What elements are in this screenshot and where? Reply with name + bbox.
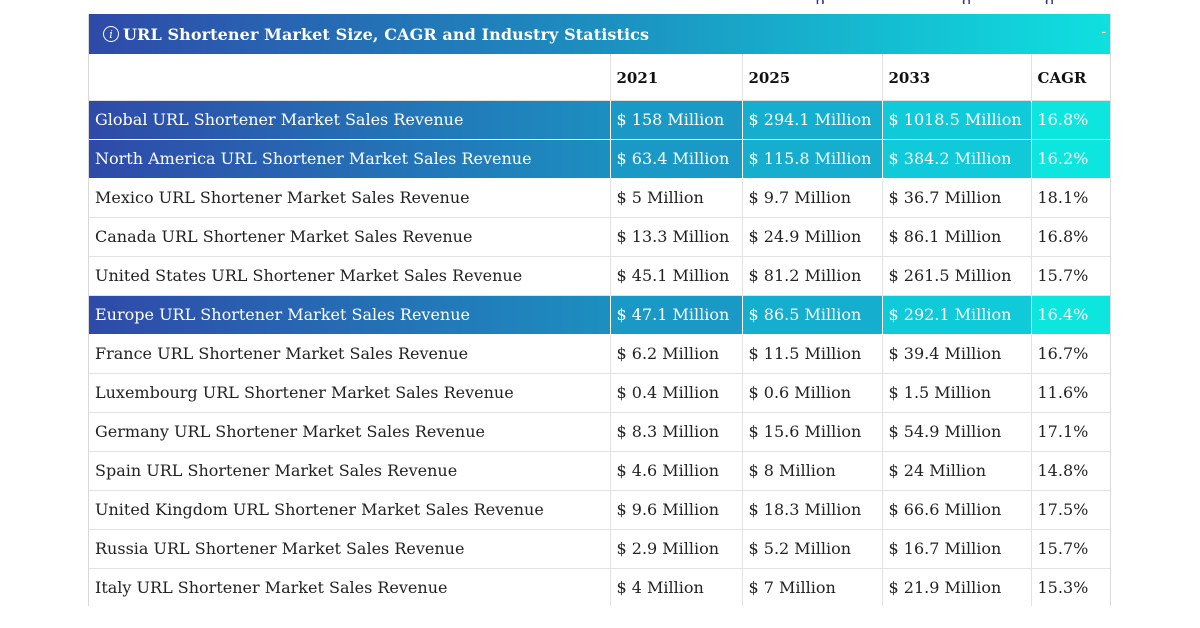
table-row: France URL Shortener Market Sales Revenu… — [89, 334, 1110, 374]
value-cagr: 15.7% — [1031, 529, 1110, 569]
value-2025: $ 7 Million — [742, 568, 883, 606]
row-label: Europe URL Shortener Market Sales Revenu… — [89, 295, 611, 335]
value-2021: $ 6.2 Million — [610, 334, 743, 374]
value-2021: $ 0.4 Million — [610, 373, 743, 413]
value-2021: $ 8.3 Million — [610, 412, 743, 452]
row-label: United Kingdom URL Shortener Market Sale… — [89, 490, 611, 530]
cut-off-text-fragment: g — [962, 0, 972, 4]
row-label: Germany URL Shortener Market Sales Reven… — [89, 412, 611, 452]
cut-off-paragraph-above: , p g g — [0, 0, 1200, 4]
column-header-2025: 2025 — [742, 54, 883, 101]
row-label: Canada URL Shortener Market Sales Revenu… — [89, 217, 611, 257]
value-cagr: 11.6% — [1031, 373, 1110, 413]
table-row: Europe URL Shortener Market Sales Revenu… — [89, 295, 1110, 335]
value-2033: $ 36.7 Million — [882, 178, 1032, 218]
value-2021: $ 5 Million — [610, 178, 743, 218]
cut-off-text-fragment: g — [1045, 0, 1055, 4]
row-label: Spain URL Shortener Market Sales Revenue — [89, 451, 611, 491]
value-2025: $ 5.2 Million — [742, 529, 883, 569]
value-2033: $ 66.6 Million — [882, 490, 1032, 530]
column-header-label — [89, 54, 611, 101]
cut-off-text-fragment: p — [815, 0, 825, 4]
value-2033: $ 384.2 Million — [882, 139, 1032, 179]
value-cagr: 16.7% — [1031, 334, 1110, 374]
table-row: United Kingdom URL Shortener Market Sale… — [89, 490, 1110, 530]
value-2025: $ 86.5 Million — [742, 295, 883, 335]
value-2021: $ 4 Million — [610, 568, 743, 606]
value-2021: $ 63.4 Million — [610, 139, 743, 179]
row-label: Italy URL Shortener Market Sales Revenue — [89, 568, 611, 606]
value-2025: $ 11.5 Million — [742, 334, 883, 374]
value-2025: $ 294.1 Million — [742, 100, 883, 140]
value-2021: $ 158 Million — [610, 100, 743, 140]
value-2021: $ 4.6 Million — [610, 451, 743, 491]
row-label: Luxembourg URL Shortener Market Sales Re… — [89, 373, 611, 413]
value-2021: $ 47.1 Million — [610, 295, 743, 335]
value-2033: $ 54.9 Million — [882, 412, 1032, 452]
value-2025: $ 81.2 Million — [742, 256, 883, 296]
value-cagr: 17.5% — [1031, 490, 1110, 530]
value-2025: $ 115.8 Million — [742, 139, 883, 179]
value-2033: $ 86.1 Million — [882, 217, 1032, 257]
row-label: United States URL Shortener Market Sales… — [89, 256, 611, 296]
column-header-cagr: CAGR — [1031, 54, 1110, 101]
value-cagr: 16.2% — [1031, 139, 1110, 179]
value-cagr: 17.1% — [1031, 412, 1110, 452]
value-2033: $ 24 Million — [882, 451, 1032, 491]
table-body: Global URL Shortener Market Sales Revenu… — [89, 100, 1110, 606]
cut-off-text-fragment: , — [262, 0, 267, 4]
value-2033: $ 21.9 Million — [882, 568, 1032, 606]
value-cagr: 15.3% — [1031, 568, 1110, 606]
value-2025: $ 15.6 Million — [742, 412, 883, 452]
table-row: North America URL Shortener Market Sales… — [89, 139, 1110, 179]
row-label: Mexico URL Shortener Market Sales Revenu… — [89, 178, 611, 218]
value-cagr: 16.8% — [1031, 217, 1110, 257]
value-2025: $ 0.6 Million — [742, 373, 883, 413]
panel-title: URL Shortener Market Size, CAGR and Indu… — [123, 24, 650, 44]
table-row: United States URL Shortener Market Sales… — [89, 256, 1110, 296]
table-row: Global URL Shortener Market Sales Revenu… — [89, 100, 1110, 140]
value-cagr: 16.8% — [1031, 100, 1110, 140]
value-2021: $ 9.6 Million — [610, 490, 743, 530]
value-2033: $ 16.7 Million — [882, 529, 1032, 569]
info-circle-icon: i — [103, 26, 119, 42]
table-row: Germany URL Shortener Market Sales Reven… — [89, 412, 1110, 452]
market-statistics-panel: i URL Shortener Market Size, CAGR and In… — [88, 14, 1111, 606]
value-cagr: 16.4% — [1031, 295, 1110, 335]
table-row: Russia URL Shortener Market Sales Revenu… — [89, 529, 1110, 569]
table-header-row: 2021 2025 2033 CAGR — [89, 54, 1110, 101]
table-row: Mexico URL Shortener Market Sales Revenu… — [89, 178, 1110, 218]
column-header-2033: 2033 — [882, 54, 1032, 101]
value-2021: $ 2.9 Million — [610, 529, 743, 569]
value-cagr: 14.8% — [1031, 451, 1110, 491]
value-2033: $ 292.1 Million — [882, 295, 1032, 335]
collapse-toggle[interactable]: - — [1101, 24, 1106, 40]
row-label: Russia URL Shortener Market Sales Revenu… — [89, 529, 611, 569]
market-statistics-table: 2021 2025 2033 CAGR Global URL Shortener… — [89, 54, 1110, 606]
value-cagr: 18.1% — [1031, 178, 1110, 218]
row-label: France URL Shortener Market Sales Revenu… — [89, 334, 611, 374]
value-2033: $ 1018.5 Million — [882, 100, 1032, 140]
value-2025: $ 8 Million — [742, 451, 883, 491]
value-2025: $ 9.7 Million — [742, 178, 883, 218]
column-header-2021: 2021 — [610, 54, 743, 101]
table-row: Italy URL Shortener Market Sales Revenue… — [89, 568, 1110, 606]
value-2025: $ 24.9 Million — [742, 217, 883, 257]
value-2021: $ 13.3 Million — [610, 217, 743, 257]
value-cagr: 15.7% — [1031, 256, 1110, 296]
row-label: Global URL Shortener Market Sales Revenu… — [89, 100, 611, 140]
value-2033: $ 1.5 Million — [882, 373, 1032, 413]
panel-header[interactable]: i URL Shortener Market Size, CAGR and In… — [89, 14, 1110, 54]
table-row: Canada URL Shortener Market Sales Revenu… — [89, 217, 1110, 257]
value-2025: $ 18.3 Million — [742, 490, 883, 530]
table-row: Luxembourg URL Shortener Market Sales Re… — [89, 373, 1110, 413]
value-2021: $ 45.1 Million — [610, 256, 743, 296]
row-label: North America URL Shortener Market Sales… — [89, 139, 611, 179]
table-row: Spain URL Shortener Market Sales Revenue… — [89, 451, 1110, 491]
value-2033: $ 261.5 Million — [882, 256, 1032, 296]
value-2033: $ 39.4 Million — [882, 334, 1032, 374]
